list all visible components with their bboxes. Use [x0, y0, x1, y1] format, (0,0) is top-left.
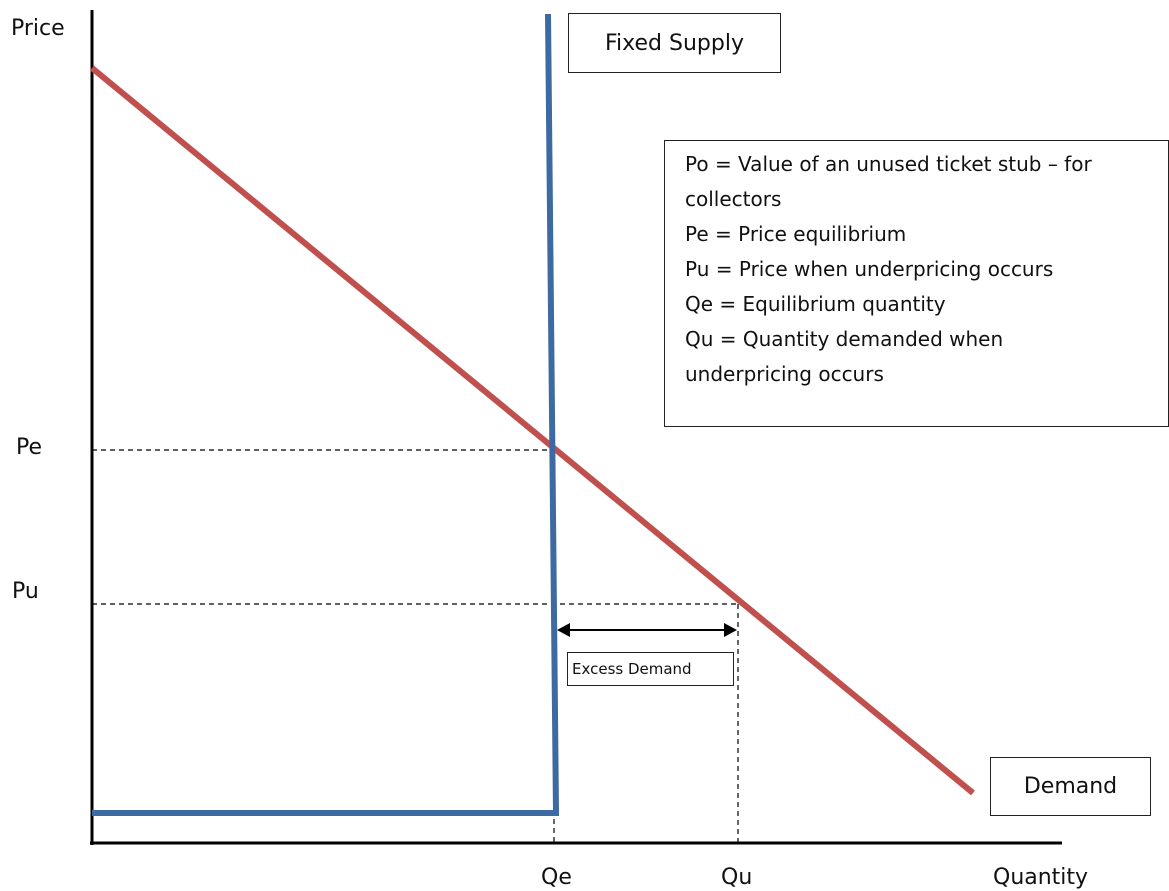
demand-label: Demand [990, 757, 1151, 816]
qu-tick-label: Qu [721, 865, 753, 890]
qe-tick-label: Qe [541, 865, 572, 890]
legend-line: Pu = Price when underpricing occurs [685, 257, 1054, 281]
legend-box: Po = Value of an unused ticket stub – fo… [664, 140, 1169, 427]
legend-line: underpricing occurs [685, 362, 884, 386]
legend-line: Po = Value of an unused ticket stub – fo… [685, 152, 1092, 176]
legend-line: Qe = Equilibrium quantity [685, 292, 946, 316]
fixed-supply-curve [92, 13, 560, 816]
demand-curve [90, 65, 975, 796]
pe-tick-label: Pe [16, 435, 43, 460]
legend-line: Qu = Quantity demanded when [685, 327, 1004, 351]
legend-line: Pe = Price equilibrium [685, 222, 907, 246]
legend-line: collectors [685, 187, 782, 211]
pu-tick-label: Pu [12, 579, 39, 604]
excess-demand-arrowhead-right [724, 623, 737, 637]
excess-demand-arrowhead-left [557, 623, 570, 637]
fixed-supply-label: Fixed Supply [568, 13, 781, 73]
y-axis-label: Price [11, 16, 65, 41]
x-axis-label: Quantity [993, 865, 1089, 890]
excess-demand-label: Excess Demand [567, 652, 734, 686]
